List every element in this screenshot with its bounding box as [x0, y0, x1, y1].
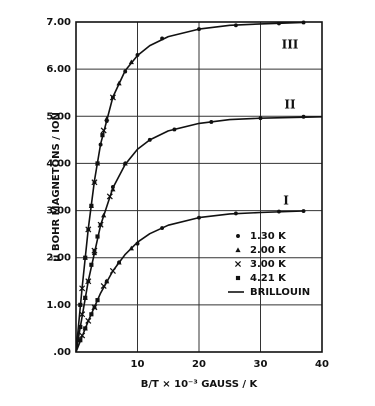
legend-marker [234, 260, 242, 268]
y-tick-label: 6.00 [46, 64, 71, 75]
legend-marker [235, 275, 241, 281]
legend-label: 3.00 K [250, 259, 287, 270]
legend-marker [236, 234, 240, 238]
y-tick-label: 1.00 [46, 300, 71, 311]
y-tick-label: 2.00 [46, 253, 71, 264]
y-tick-label: 7.00 [46, 17, 71, 28]
curve-label: II [284, 98, 296, 112]
curve-label: I [283, 194, 289, 208]
x-tick-label: 30 [254, 359, 268, 370]
y-tick-label: 5.00 [46, 111, 71, 122]
curve-label: III [282, 38, 299, 52]
legend-label: 4.21 K [250, 273, 287, 284]
y-tick-label: .00 [53, 347, 71, 358]
y-tick-label: 3.00 [46, 206, 71, 217]
x-tick-label: 40 [315, 359, 329, 370]
legend-label: BRILLOUIN [250, 287, 310, 298]
legend-label: 1.30 K [250, 231, 287, 242]
y-axis-label: μ̄ BOHR MAGNETONS / ION [51, 112, 62, 262]
y-tick-label: 4.00 [46, 158, 71, 169]
legend-label: 2.00 K [250, 245, 287, 256]
brillouin-curve [75, 21, 323, 353]
x-tick-label: 20 [192, 359, 206, 370]
x-axis-label: B/T × 10⁻³ GAUSS / K [141, 379, 259, 390]
legend-marker [235, 247, 241, 253]
plot-frame [75, 21, 323, 353]
x-tick-label: 10 [131, 359, 145, 370]
